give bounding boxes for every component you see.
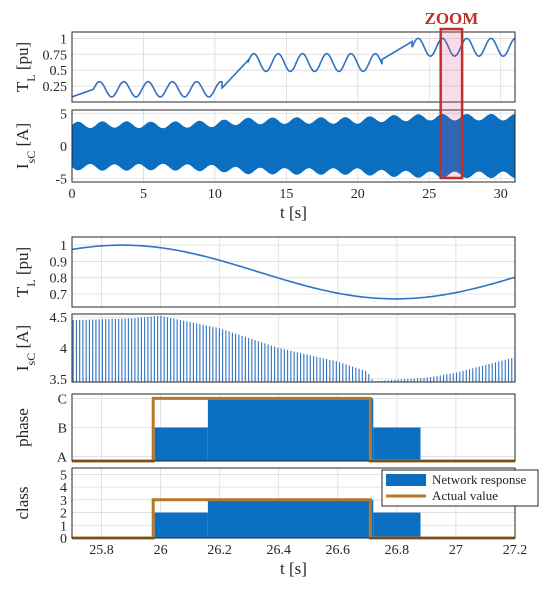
x-tick-label: 10 bbox=[208, 187, 222, 202]
y-label-subscript: sC bbox=[24, 353, 38, 366]
class-y-axis-label: class bbox=[13, 486, 32, 519]
y-tick-label: 4 bbox=[60, 481, 67, 496]
y-tick-label: 4.5 bbox=[50, 311, 68, 326]
y-tick-label: -5 bbox=[55, 173, 67, 188]
tl_full-frame bbox=[71, 31, 516, 103]
legend-label-network-response: Network response bbox=[432, 472, 526, 487]
y-tick-label: 0 bbox=[60, 532, 67, 547]
y-tick-label: 2 bbox=[60, 507, 67, 522]
x-tick-label: 25.8 bbox=[89, 543, 114, 558]
y-tick-label: 1 bbox=[60, 32, 67, 47]
legend-swatch-network-response bbox=[386, 474, 426, 486]
x-tick-label: 15 bbox=[279, 187, 293, 202]
x-tick-label: 26 bbox=[154, 543, 168, 558]
y-tick-label: 0.8 bbox=[50, 272, 68, 287]
y-label-subscript: sC bbox=[24, 151, 38, 164]
isc_zoom-y-axis-label: IsC [A] bbox=[13, 325, 38, 371]
tl_zoom-frame bbox=[71, 236, 516, 308]
tl_zoom-axes: 0.70.8 0.91 bbox=[50, 237, 515, 307]
y-label-subscript: L bbox=[24, 279, 38, 286]
class-x-axis-label: t [s] bbox=[280, 559, 307, 578]
y-tick-label: 0.7 bbox=[50, 288, 68, 303]
isc_full-x-axis-label: t [s] bbox=[280, 203, 307, 222]
y-label-main: phase bbox=[13, 408, 32, 447]
network-response-bar bbox=[207, 499, 374, 538]
y-label-main: class bbox=[13, 486, 32, 519]
y-tick-label: 0.25 bbox=[43, 80, 68, 95]
x-tick-label: 20 bbox=[351, 187, 365, 202]
network-response-bar bbox=[154, 512, 208, 538]
isc_full-frame bbox=[71, 109, 516, 183]
y-tick-label: 5 bbox=[60, 468, 67, 483]
tl-full-series-line bbox=[71, 37, 516, 98]
y-label-main: I bbox=[13, 365, 32, 371]
isc_full-y-axis-label: IsC [A] bbox=[13, 123, 38, 169]
y-label-subscript: L bbox=[24, 74, 38, 81]
isc-full-current-band bbox=[72, 113, 515, 179]
x-tick-label: 5 bbox=[140, 187, 147, 202]
y-tick-label: C bbox=[58, 392, 67, 407]
x-tick-label: 27.2 bbox=[503, 543, 528, 558]
tl_zoom-y-axis-label: TL [pu] bbox=[13, 247, 38, 297]
x-tick-label: 26.2 bbox=[207, 543, 232, 558]
y-tick-label: 0.9 bbox=[50, 255, 68, 270]
y-tick-label: A bbox=[57, 451, 68, 466]
y-tick-label: 5 bbox=[60, 107, 67, 122]
phase-frame bbox=[71, 393, 516, 462]
zoom-label: ZOOM bbox=[424, 9, 478, 28]
y-tick-label: 3.5 bbox=[50, 373, 68, 388]
y-tick-label: 0.75 bbox=[43, 48, 68, 63]
isc_zoom-frame bbox=[71, 313, 516, 383]
tl_full-y-axis-label: TL [pu] bbox=[13, 42, 38, 92]
x-tick-label: 26.8 bbox=[385, 543, 410, 558]
network-response-bar bbox=[207, 398, 374, 461]
x-tick-label: 26.4 bbox=[266, 543, 291, 558]
y-tick-label: 0 bbox=[60, 140, 67, 155]
x-tick-label: 0 bbox=[69, 187, 76, 202]
y-label-unit: [pu] bbox=[13, 42, 32, 75]
y-tick-label: 0.5 bbox=[50, 64, 68, 79]
isc_zoom-axes: 3.5 4 4.5 bbox=[50, 311, 515, 388]
y-label-main: T bbox=[13, 286, 32, 297]
y-tick-label: B bbox=[58, 422, 67, 437]
network-response-bar bbox=[373, 427, 421, 461]
zoom-box bbox=[439, 27, 464, 180]
network-response-bar bbox=[373, 512, 421, 538]
network-response-bar bbox=[154, 427, 208, 461]
y-label-unit: [pu] bbox=[13, 247, 32, 280]
y-tick-label: 1 bbox=[60, 519, 67, 534]
x-tick-label: 25 bbox=[422, 187, 436, 202]
legend-label-actual-value: Actual value bbox=[432, 488, 498, 503]
y-label-unit: [A] bbox=[13, 325, 32, 353]
isc-zoom-spikes bbox=[72, 315, 516, 382]
x-tick-label: 30 bbox=[494, 187, 508, 202]
y-tick-label: 3 bbox=[60, 494, 67, 509]
y-tick-label: 4 bbox=[60, 342, 67, 357]
x-tick-label: 27 bbox=[449, 543, 463, 558]
x-tick-label: 26.6 bbox=[326, 543, 351, 558]
y-label-main: T bbox=[13, 81, 32, 92]
y-label-unit: [A] bbox=[13, 123, 32, 151]
y-tick-label: 1 bbox=[60, 239, 67, 254]
phase-y-axis-label: phase bbox=[13, 408, 32, 447]
tl-zoom-series-line bbox=[71, 244, 516, 300]
y-label-main: I bbox=[13, 163, 32, 169]
